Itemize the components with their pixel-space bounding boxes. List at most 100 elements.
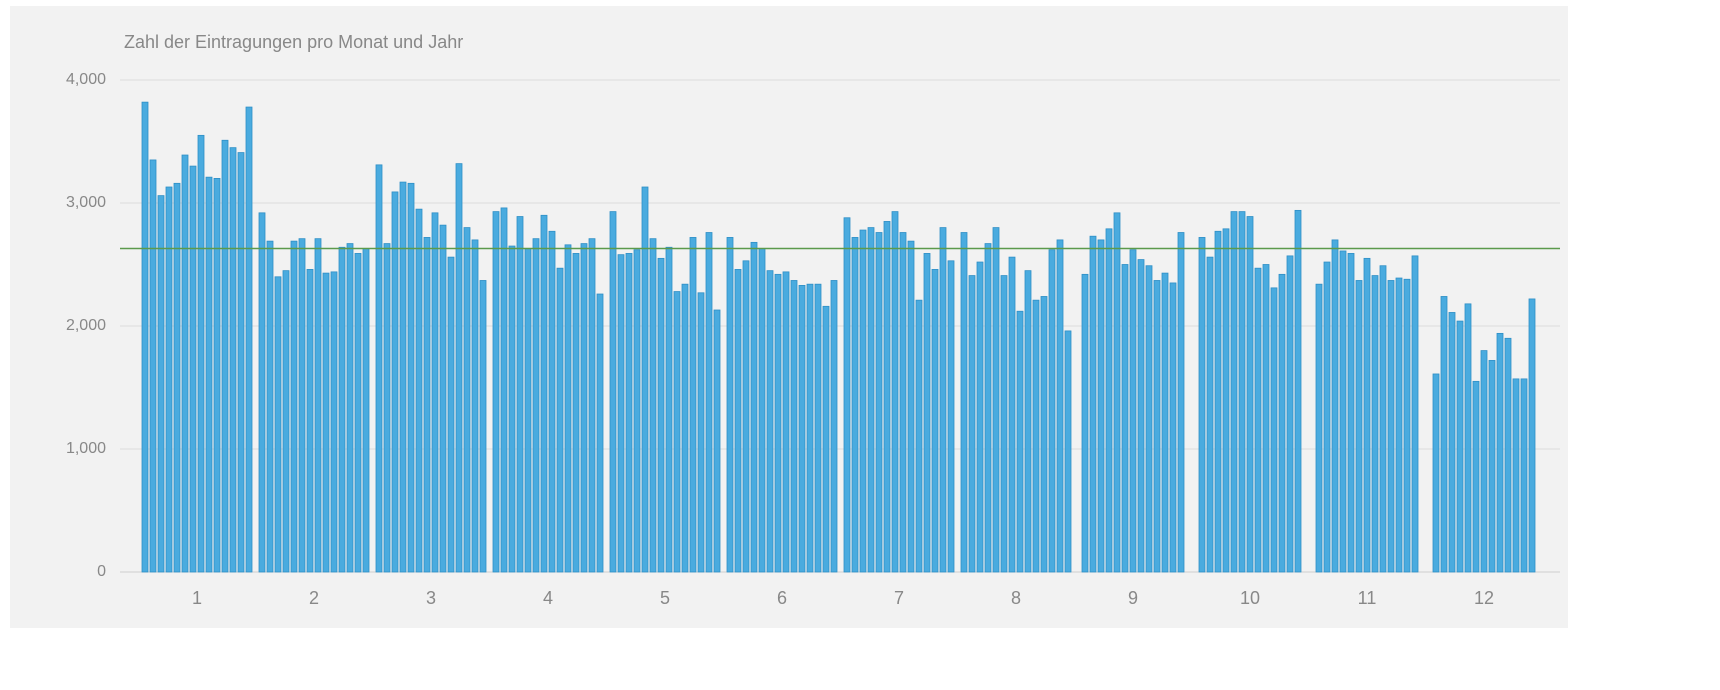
bar	[1448, 312, 1456, 573]
bar	[814, 283, 822, 573]
bar	[1097, 239, 1105, 573]
y-tick-label: 0	[97, 563, 106, 580]
bar	[742, 260, 750, 573]
bar	[1331, 239, 1339, 573]
bar	[306, 269, 314, 573]
y-tick-label: 2,000	[66, 317, 106, 334]
bar	[423, 237, 431, 573]
bar	[564, 244, 572, 573]
bar	[1145, 265, 1153, 573]
y-tick-label: 3,000	[66, 194, 106, 211]
bar	[588, 238, 596, 573]
bar	[931, 269, 939, 573]
bar	[1440, 296, 1448, 573]
bar	[383, 243, 391, 573]
bar	[1206, 256, 1214, 573]
y-tick-label: 1,000	[66, 440, 106, 457]
bar	[439, 224, 447, 573]
x-tick-label: 9	[1128, 588, 1138, 608]
x-tick-label: 11	[1358, 588, 1377, 608]
bar	[1089, 235, 1097, 573]
bar	[960, 232, 968, 573]
bar	[1246, 216, 1254, 573]
bar	[1024, 270, 1032, 573]
bar	[229, 147, 237, 573]
bar	[330, 271, 338, 573]
bar	[859, 229, 867, 573]
bar	[806, 283, 814, 573]
bar	[705, 232, 713, 573]
bar	[1254, 267, 1262, 573]
x-tick-label: 10	[1240, 588, 1260, 608]
bar	[431, 212, 439, 573]
bar	[463, 227, 471, 573]
bar	[1371, 275, 1379, 573]
bar	[338, 246, 346, 573]
bar	[1363, 257, 1371, 573]
bar	[968, 275, 976, 573]
bar	[173, 182, 181, 573]
bar	[1520, 378, 1528, 573]
bar	[1278, 273, 1286, 573]
bar	[407, 182, 415, 573]
bar	[830, 280, 838, 573]
bar	[572, 253, 580, 573]
bar	[157, 195, 165, 573]
bar	[532, 238, 540, 573]
bar	[1512, 378, 1520, 573]
bar	[149, 159, 157, 573]
bar	[766, 270, 774, 573]
x-tick-label: 1	[192, 588, 202, 608]
bar	[165, 186, 173, 573]
bar	[689, 237, 697, 573]
bar	[1056, 239, 1064, 573]
bar	[899, 232, 907, 573]
bar	[1129, 249, 1137, 573]
bar	[1339, 250, 1347, 573]
bar	[258, 212, 266, 573]
bar	[314, 238, 322, 573]
bar	[197, 134, 205, 573]
bar	[665, 246, 673, 573]
bar	[984, 243, 992, 573]
bar	[362, 248, 370, 573]
bar	[1121, 264, 1129, 573]
bar	[1496, 332, 1504, 573]
bar	[907, 240, 915, 573]
bar	[205, 176, 213, 573]
bar	[1355, 280, 1363, 573]
bar	[1286, 255, 1294, 573]
bar	[1016, 310, 1024, 573]
bar	[282, 270, 290, 573]
bar	[1040, 296, 1048, 573]
bar	[1488, 360, 1496, 573]
bar	[1480, 350, 1488, 573]
bar	[266, 240, 274, 573]
x-tick-label: 3	[426, 588, 436, 608]
bar	[891, 211, 899, 573]
bar	[798, 285, 806, 573]
bar	[1064, 330, 1072, 573]
bar	[181, 154, 189, 573]
bar	[1464, 303, 1472, 573]
bar	[713, 309, 721, 573]
bar	[1169, 282, 1177, 573]
bar	[1395, 277, 1403, 573]
bar	[1153, 280, 1161, 573]
bar	[992, 227, 1000, 573]
bar	[1230, 211, 1238, 573]
bar	[726, 237, 734, 573]
bar	[322, 272, 330, 573]
bar	[213, 177, 221, 573]
bar	[1528, 298, 1536, 573]
bar	[947, 260, 955, 573]
x-tick-label: 7	[894, 588, 904, 608]
bar	[1294, 209, 1302, 573]
bar	[657, 257, 665, 573]
bar	[875, 232, 883, 573]
bar	[516, 216, 524, 573]
bar	[1262, 264, 1270, 573]
bar	[633, 249, 641, 573]
